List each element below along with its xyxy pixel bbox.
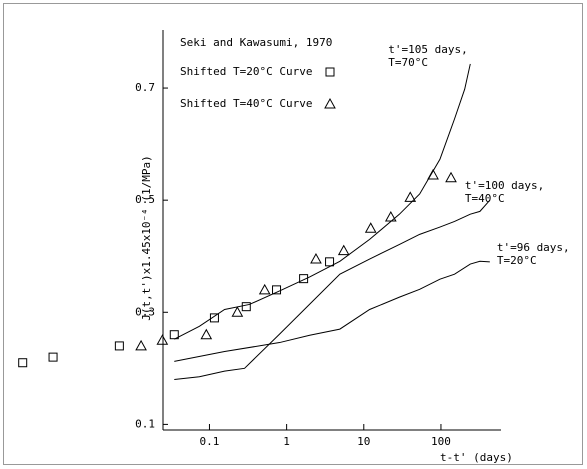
curve-label: T=70°C — [388, 56, 428, 69]
triangle-marker — [310, 252, 322, 264]
y-tick-label: 0.1 — [135, 417, 155, 430]
chart-title: Seki and Kawasumi, 1970 — [180, 36, 332, 49]
legend-label: Shifted T=20°C Curve — [180, 65, 312, 78]
square-marker — [241, 302, 251, 312]
triangle-marker — [135, 339, 147, 351]
triangle-marker — [337, 244, 350, 256]
legend-marker — [324, 97, 336, 109]
square-marker — [48, 352, 58, 362]
y-tick-label: 0.3 — [135, 305, 155, 318]
triangle-marker — [200, 328, 213, 340]
curve-label: T=20°C — [497, 254, 537, 267]
triangle-marker — [258, 283, 271, 295]
triangle-marker — [404, 191, 417, 202]
curve-label: t'=105 days, — [388, 43, 467, 56]
curve — [174, 63, 471, 340]
x-tick-label: 100 — [431, 435, 451, 448]
square-marker — [325, 257, 335, 267]
curve — [174, 199, 491, 381]
triangle-marker — [156, 334, 169, 345]
curve-label: T=40°C — [465, 192, 505, 205]
legend-label: Shifted T=40°C Curve — [180, 97, 312, 110]
x-axis-label: t-t' (days) — [440, 451, 513, 464]
x-tick-label: 0.1 — [200, 435, 220, 448]
triangle-marker — [364, 222, 377, 233]
curve — [174, 260, 490, 362]
triangle-marker — [445, 171, 457, 183]
y-tick-label: 0.5 — [135, 193, 155, 206]
square-marker — [18, 358, 28, 368]
legend-marker — [325, 67, 335, 77]
curve-label: t'=96 days, — [497, 241, 570, 254]
square-marker — [272, 285, 282, 295]
triangle-marker — [384, 210, 397, 222]
y-axis-label: J(t,t')x1.45x10⁻⁴ (1/MPa) — [140, 155, 153, 321]
square-marker — [209, 313, 219, 323]
x-tick-label: 1 — [283, 435, 290, 448]
x-tick-label: 10 — [357, 435, 370, 448]
frame — [3, 3, 583, 465]
square-marker — [299, 274, 309, 284]
y-tick-label: 0.7 — [135, 81, 155, 94]
triangle-marker — [231, 306, 244, 317]
square-marker — [114, 341, 124, 351]
curve-label: t'=100 days, — [465, 179, 544, 192]
